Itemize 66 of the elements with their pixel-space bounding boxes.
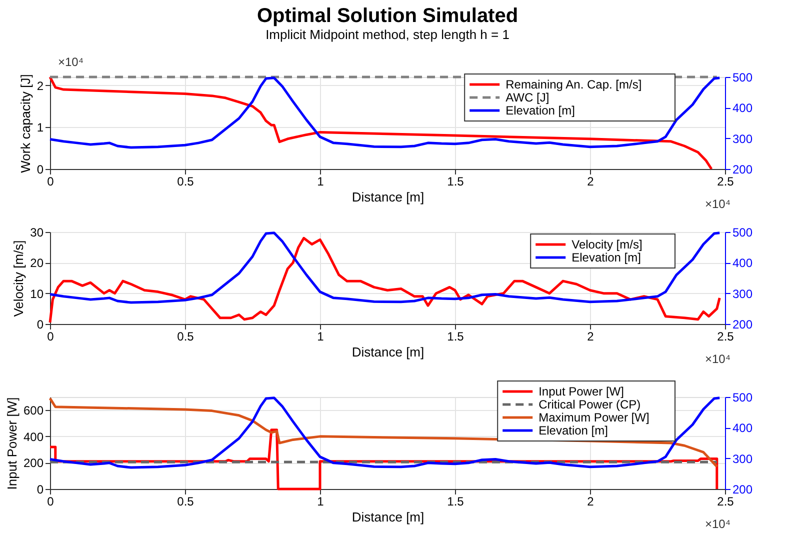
- y-axis-title: Work capacity [J]: [18, 74, 33, 173]
- x-tick-label: 2.5: [717, 174, 734, 188]
- x-tick-label: 0: [47, 174, 54, 188]
- y2-tick-label: 300: [732, 286, 753, 301]
- x-tick-label: 1: [317, 494, 324, 508]
- x-axis-title: Distance [m]: [352, 344, 424, 360]
- y2-tick-label: 400: [732, 101, 753, 116]
- x-tick-label: 1.5: [447, 174, 464, 188]
- chart-subtitle: Implicit Midpoint method, step length h = 1: [266, 27, 510, 42]
- line-series: [48, 232, 721, 304]
- y2-tick-label: 400: [732, 421, 753, 436]
- y-axis-title: Input Power [W]: [4, 397, 20, 490]
- y2-tick-label: 500: [732, 390, 753, 404]
- text: ×10⁴: [705, 352, 731, 366]
- y-tick-label: 600: [23, 404, 44, 418]
- y-tick-label: 10: [30, 286, 44, 301]
- y-axis-title: Velocity [m/s]: [11, 240, 26, 317]
- x-tick-label: 2.5: [717, 330, 734, 344]
- y2-tick-label: 400: [732, 256, 753, 270]
- legend-label: Elevation [m]: [506, 104, 575, 118]
- x-tick-label: 0.5: [177, 174, 194, 188]
- x-tick-label: 2: [587, 330, 594, 344]
- x-tick-label: 1.5: [447, 330, 464, 344]
- text: ×10⁴: [705, 517, 731, 531]
- y-tick-label: 2: [36, 78, 44, 93]
- y2-tick-label: 200: [732, 318, 753, 332]
- legend-label: Remaining An. Cap. [m/s]: [506, 78, 642, 92]
- y2-tick-label: 300: [732, 452, 753, 466]
- legend-label: Elevation [m]: [538, 424, 608, 438]
- x-tick-label: 1: [317, 330, 324, 344]
- y2-tick-label: 200: [732, 482, 753, 496]
- legend-label: AWC [J]: [506, 90, 550, 104]
- y2-tick-label: 500: [732, 70, 753, 84]
- x-axis-title: Distance [m]: [352, 510, 424, 524]
- x-tick-label: 2: [587, 494, 594, 508]
- x-tick-label: 0: [47, 330, 54, 344]
- x-tick-label: 1: [317, 174, 324, 188]
- y-tick-label: 20: [30, 256, 44, 270]
- legend-label: Maximum Power [W]: [538, 410, 650, 424]
- x-axis-title: Distance [m]: [352, 190, 424, 204]
- y-tick-label: 0: [36, 482, 44, 496]
- y-tick-label: 0: [36, 318, 44, 332]
- y-tick-label: 30: [30, 226, 44, 240]
- text: ×10⁴: [58, 55, 84, 69]
- chart-title: Optimal Solution Simulated: [256, 5, 518, 27]
- line-series: [48, 76, 713, 170]
- line-series: [48, 236, 721, 324]
- y2-tick-label: 200: [732, 162, 753, 176]
- y2-tick-label: 500: [732, 226, 753, 240]
- x-tick-label: 0: [47, 494, 54, 508]
- y-tick-label: 1: [36, 120, 44, 135]
- y-tick-label: 200: [23, 456, 44, 470]
- legend-label: Critical Power (CP): [538, 398, 641, 412]
- y-tick-label: 400: [23, 430, 44, 444]
- legend-label: Velocity [m/s]: [572, 238, 642, 252]
- legend-label: Elevation [m]: [572, 250, 641, 264]
- x-tick-label: 0.5: [177, 330, 194, 344]
- x-tick-label: 2: [587, 174, 594, 188]
- x-tick-label: 0.5: [177, 494, 194, 508]
- y-tick-label: 0: [36, 162, 44, 176]
- legend-label: Input Power [W]: [538, 384, 624, 398]
- line-series: [48, 76, 721, 149]
- x-tick-label: 1.5: [447, 494, 464, 508]
- x-tick-label: 2.5: [717, 494, 734, 508]
- y2-tick-label: 300: [732, 132, 753, 146]
- text: ×10⁴: [705, 197, 731, 211]
